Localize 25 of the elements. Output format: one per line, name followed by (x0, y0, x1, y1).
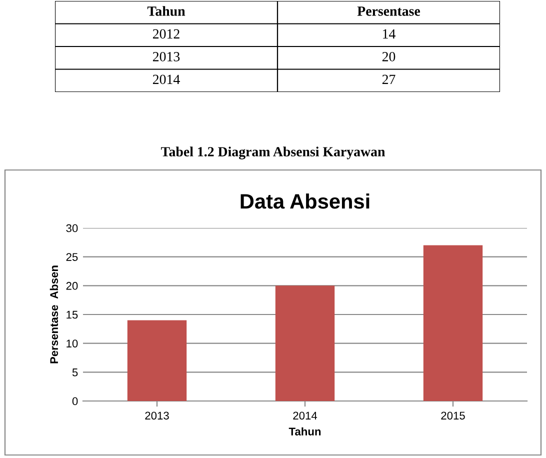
chart-title: Data Absensi (240, 193, 370, 209)
data-label: 14 (383, 29, 396, 38)
data-label: 20 (382, 52, 396, 62)
text: Persentase (357, 6, 420, 16)
y-tick-label: 20 (66, 282, 78, 290)
bar (423, 245, 483, 401)
category-label: 2014 (152, 74, 180, 84)
x-axis-title: Tahun (288, 427, 321, 436)
data-label: 27 (382, 74, 396, 84)
y-tick-label: 30 (66, 224, 78, 232)
y-tick-label: 10 (66, 340, 78, 348)
x-tick-label: 2013 (145, 412, 169, 420)
text: Tabel 1.2 Diagram Absensi Karyawan (160, 146, 386, 160)
bar (275, 286, 335, 401)
y-axis-title: Persentase Absen (50, 266, 58, 364)
y-tick-label: 15 (66, 310, 78, 319)
y-tick-label: 25 (66, 253, 78, 261)
x-tick-label: 2014 (293, 412, 318, 420)
y-tick-label: 0 (72, 397, 78, 406)
category-label: 2013 (152, 52, 180, 62)
y-tick-label: 5 (72, 368, 78, 376)
x-tick-label: 2015 (441, 412, 465, 420)
category-label: 2012 (152, 29, 180, 39)
text: Tahun (147, 6, 186, 16)
bar (127, 320, 187, 401)
